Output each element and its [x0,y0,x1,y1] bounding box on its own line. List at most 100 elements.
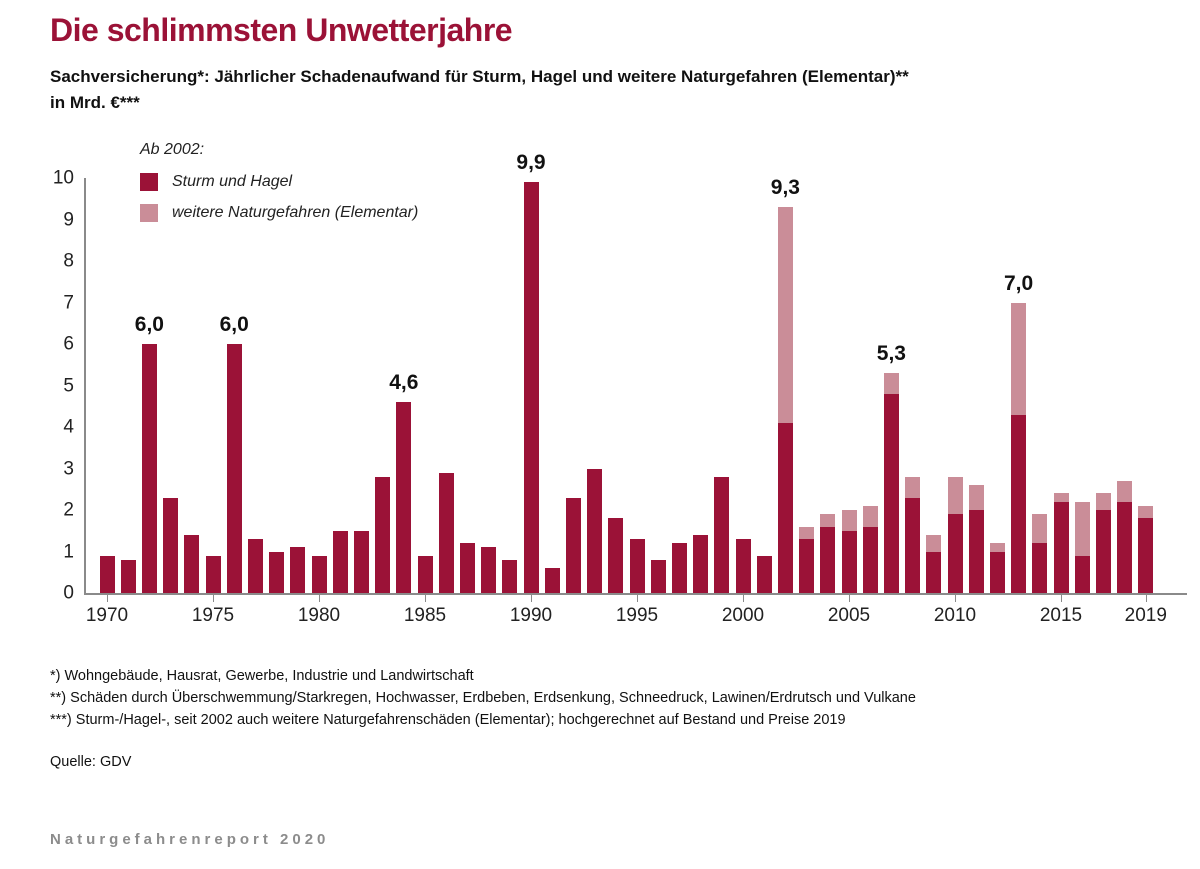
bar-segment-sturm-hagel [650,559,666,593]
bar-segment-sturm-hagel [735,539,751,593]
y-axis-tick-label: 4 [63,416,74,438]
bar-1988 [481,547,497,593]
y-axis-tick-label: 6 [63,333,74,355]
bar-value-label-2007: 5,3 [876,342,906,366]
x-axis-tick-mark [319,595,320,602]
bar-value-label-1984: 4,6 [389,371,419,395]
bar-segment-elementar [926,534,942,552]
bar-1976 [226,344,242,593]
bar-segment-sturm-hagel [947,514,963,593]
bar-segment-elementar [1032,514,1048,544]
bar-1993 [587,468,603,593]
bar-segment-sturm-hagel [163,497,179,593]
bar-segment-elementar [968,485,984,510]
bar-segment-sturm-hagel [523,182,539,593]
bar-chart-plot-area: 0 1 2 3 4 5 6 7 8 9 10 1970 1975 1980 1985 1990 1995 2000… [53,151,1187,626]
bar-segment-sturm-hagel [481,547,497,593]
bar-2006 [862,505,878,593]
bar-segment-sturm-hagel [905,497,921,593]
bar-2013 [1011,302,1027,593]
bar-2018 [1117,480,1133,593]
bar-2002 [777,207,793,593]
bar-segment-sturm-hagel [332,530,348,593]
bar-2000 [735,539,751,593]
bar-segment-sturm-hagel [1074,555,1090,593]
legend-swatch-dark [140,173,158,191]
bar-segment-elementar [777,207,793,423]
bar-segment-elementar [1053,493,1069,502]
bar-segment-sturm-hagel [671,543,687,593]
bar-segment-sturm-hagel [714,476,730,593]
bar-2010 [947,476,963,593]
y-axis-tick-label: 5 [63,375,74,396]
bar-2012 [989,543,1005,593]
bar-segment-sturm-hagel [375,476,391,593]
x-axis-tick-label: 1990 [509,605,553,626]
page-title: Die schlimmsten Unwetterjahre [50,12,513,48]
bar-1987 [459,543,475,593]
bar-1980 [311,555,327,593]
bar-segment-sturm-hagel [756,555,772,593]
bar-segment-elementar [1074,501,1090,556]
chart-subtitle: Sachversicherung*: Jährlicher Schadenauf… [50,64,1050,117]
legend-item-sturm-und-hagel: Sturm und Hagel [140,173,418,191]
y-axis-tick-label: 0 [63,582,74,604]
footnote-1: *) Wohngebäude, Hausrat, Gewerbe, Indust… [50,668,474,684]
chart-subtitle-line2: in Mrd. €*** [50,93,140,113]
bar-segment-sturm-hagel [290,547,306,593]
bar-1985 [417,555,433,593]
bar-1991 [544,568,560,593]
bar-segment-sturm-hagel [777,422,793,593]
x-axis-tick-mark [531,595,532,602]
bar-segment-elementar [1011,302,1027,415]
y-axis-tick-label: 7 [63,292,74,313]
bar-1978 [269,551,285,593]
bar-1998 [693,534,709,593]
bar-segment-sturm-hagel [1117,501,1133,593]
bar-segment-sturm-hagel [968,510,984,593]
bar-2003 [799,526,815,593]
bar-1994 [608,518,624,593]
bar-segment-sturm-hagel [1053,501,1069,593]
bar-segment-elementar [1117,480,1133,502]
x-axis-tick-label: 2015 [1039,605,1083,626]
bar-1992 [565,497,581,593]
bar-value-label-1972: 6,0 [134,313,164,336]
bar-1989 [502,559,518,593]
x-axis-tick-label: 1975 [191,605,235,626]
bar-segment-elementar [1095,493,1111,510]
bar-1982 [353,530,369,593]
x-axis-tick-label: 1970 [85,605,129,626]
legend-swatch-light [140,204,158,222]
bar-segment-sturm-hagel [565,497,581,593]
bar-segment-sturm-hagel [226,344,242,593]
bar-value-label-2013: 7,0 [1003,271,1034,295]
bar-segment-sturm-hagel [269,551,285,593]
bar-segment-elementar [862,505,878,527]
bar-segment-sturm-hagel [396,402,412,593]
x-axis-tick-mark [1145,595,1147,602]
bar-segment-sturm-hagel [629,539,645,593]
bar-segment-sturm-hagel [862,526,878,593]
x-axis-tick-mark [637,595,638,602]
bar-segment-sturm-hagel [247,539,263,593]
bar-segment-sturm-hagel [608,518,624,593]
x-axis-tick-mark [107,595,108,602]
x-axis-tick-mark [425,595,426,602]
bar-segment-sturm-hagel [184,534,200,593]
bar-segment-sturm-hagel [417,555,433,593]
source-label: Quelle: GDV [50,754,132,771]
bar-segment-sturm-hagel [841,530,857,593]
bar-segment-sturm-hagel [120,559,136,593]
bar-2016 [1074,501,1090,593]
bar-1970 [99,555,115,593]
bar-1986 [438,472,454,593]
bar-segment-sturm-hagel [799,539,815,593]
footnote-2: **) Schäden durch Überschwemmung/Starkre… [50,689,916,706]
x-axis-tick-mark [213,595,214,602]
legend-label: Sturm und Hagel [172,173,293,190]
bar-segment-elementar [820,514,836,527]
bar-segment-elementar [883,373,899,394]
bar-value-label-2002: 9,3 [770,176,800,200]
bar-1973 [163,497,179,593]
